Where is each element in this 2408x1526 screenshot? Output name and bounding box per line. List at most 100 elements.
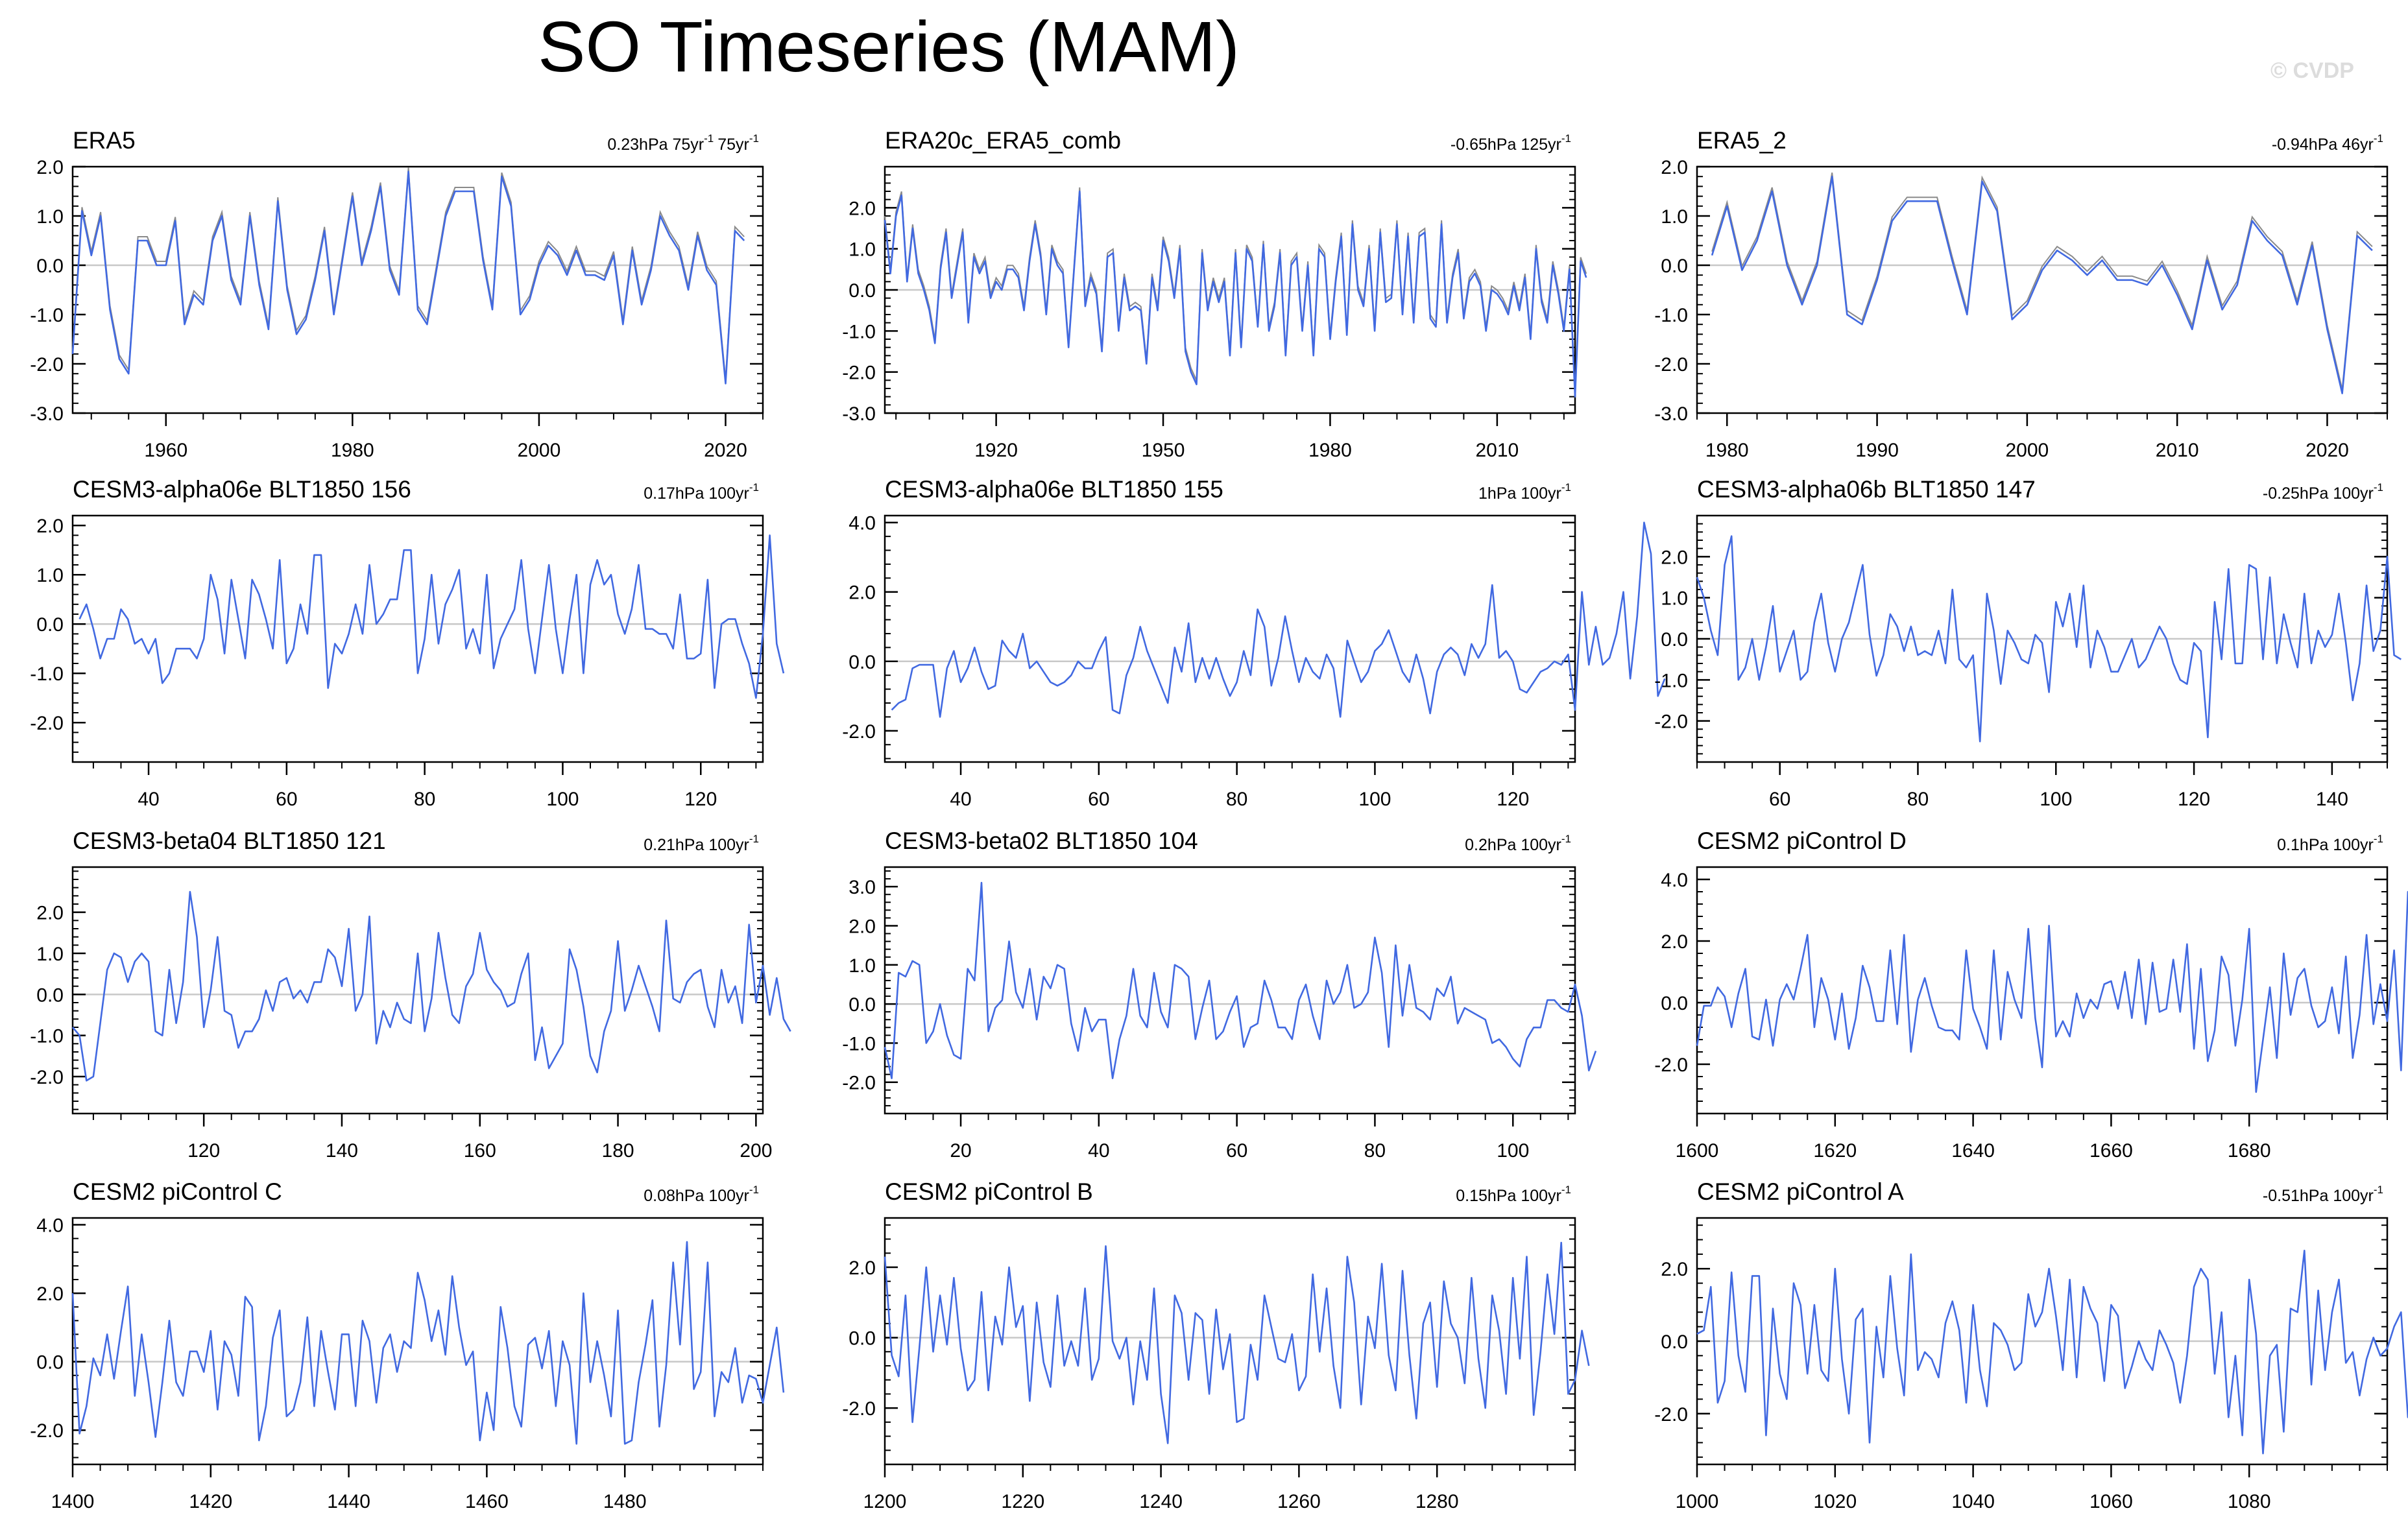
x-tick-label: 100 — [1358, 789, 1391, 810]
y-tick-label: -2.0 — [842, 1398, 876, 1420]
y-tick-label: -2.0 — [842, 1073, 876, 1094]
x-tick-label: 2010 — [1475, 440, 1519, 461]
trend-exponent: -1 — [749, 833, 759, 845]
x-tick-label: 100 — [546, 789, 579, 810]
x-tick-label: 180 — [602, 1140, 634, 1162]
y-tick-label: 0.0 — [36, 256, 64, 277]
trend-exponent: -1 — [749, 1184, 759, 1196]
x-tick-label: 1680 — [2228, 1140, 2271, 1162]
x-tick-label: 80 — [414, 789, 435, 810]
y-tick-label: 2.0 — [1661, 931, 1688, 953]
x-tick-label: 40 — [1088, 1140, 1109, 1162]
x-tick-label: 1000 — [1676, 1491, 1719, 1512]
trend-annotation: -0.65hPa 125yr-1 — [1451, 132, 1571, 154]
y-tick-label: -3.0 — [842, 403, 876, 425]
x-tick-label: 40 — [950, 789, 971, 810]
plot-frame — [71, 514, 764, 763]
x-tick-label: 1420 — [189, 1491, 232, 1512]
y-tick-label: 4.0 — [849, 513, 876, 534]
y-tick-label: -2.0 — [1654, 711, 1688, 733]
series-line-secondary — [884, 187, 1587, 393]
trend-value: -0.25hPa 100yr — [2263, 484, 2374, 503]
trend-value: 0.21hPa 100yr — [644, 836, 749, 854]
y-tick-label: 0.0 — [36, 614, 64, 636]
plot-frame — [71, 1217, 764, 1466]
y-tick-label: -1.0 — [30, 305, 64, 326]
y-tick-label: -2.0 — [842, 721, 876, 743]
y-tick-label: 1.0 — [36, 206, 64, 228]
y-tick-label: 1.0 — [1661, 206, 1688, 228]
x-tick-label: 60 — [1769, 789, 1790, 810]
y-tick-label: 1.0 — [36, 565, 64, 586]
series-line-secondary — [72, 167, 745, 380]
trend-exponent-2: -1 — [749, 132, 759, 145]
series-line — [891, 521, 1666, 718]
y-tick-label: 2.0 — [1661, 1259, 1688, 1280]
series-line — [884, 190, 1587, 398]
trend-value: 0.2hPa 100yr — [1465, 836, 1561, 854]
y-tick-label: -2.0 — [842, 363, 876, 384]
trend-value: -0.51hPa 100yr — [2263, 1187, 2374, 1205]
trend-value: 0.1hPa 100yr — [2277, 836, 2374, 854]
x-tick-label: 20 — [950, 1140, 971, 1162]
x-tick-label: 1440 — [327, 1491, 370, 1512]
x-tick-label: 40 — [138, 789, 159, 810]
y-tick-label: -1.0 — [1654, 670, 1688, 691]
trend-value-2: 75yr — [717, 136, 749, 154]
trend-exponent: -1 — [2374, 1184, 2383, 1196]
panel-5: CESM3-alpha06e BLT1850 155 1hPa 100yr-1 -2… — [842, 476, 1666, 810]
x-tick-label: 140 — [2316, 789, 2348, 810]
x-tick-label: 120 — [2178, 789, 2210, 810]
x-tick-label: 2000 — [518, 440, 561, 461]
trend-exponent: -1 — [2374, 132, 2383, 145]
panel-title: CESM3-alpha06e BLT1850 156 — [73, 476, 411, 503]
y-tick-label: 4.0 — [1661, 870, 1688, 891]
x-tick-label: 1240 — [1139, 1491, 1183, 1512]
plot-frame — [884, 514, 1576, 763]
y-tick-label: 1.0 — [849, 239, 876, 261]
trend-annotation: -0.25hPa 100yr-1 — [2263, 481, 2383, 503]
series-line — [71, 1241, 785, 1445]
trend-exponent: -1 — [1561, 833, 1571, 845]
panel-title: CESM3-beta04 BLT1850 121 — [73, 828, 386, 854]
y-tick-label: 2.0 — [36, 157, 64, 178]
y-tick-label: 0.0 — [1661, 629, 1688, 650]
y-tick-label: -2.0 — [30, 1420, 64, 1442]
y-tick-label: 0.0 — [849, 280, 876, 302]
x-tick-label: 120 — [1497, 789, 1529, 810]
panel-title: ERA20c_ERA5_comb — [885, 127, 1121, 154]
trend-exponent: -1 — [1561, 1184, 1571, 1196]
series-line — [1696, 890, 2408, 1093]
series-line — [72, 890, 791, 1082]
x-tick-label: 1060 — [2089, 1491, 2133, 1512]
series-line — [71, 171, 745, 385]
plot-frame — [1696, 165, 2389, 414]
x-tick-label: 60 — [1226, 1140, 1247, 1162]
y-tick-label: -2.0 — [30, 1067, 64, 1088]
x-tick-label: 1600 — [1676, 1140, 1719, 1162]
trend-annotation: 0.23hPa 75yr-1 75yr-1 — [607, 132, 759, 154]
trend-value: 0.17hPa 100yr — [644, 484, 749, 503]
trend-annotation: 0.08hPa 100yr-1 — [644, 1184, 759, 1205]
panel-title: ERA5 — [73, 127, 136, 154]
y-tick-label: 2.0 — [849, 198, 876, 219]
y-tick-label: 0.0 — [849, 652, 876, 673]
trend-annotation: -0.94hPa 46yr-1 — [2272, 132, 2383, 154]
y-tick-label: 0.0 — [36, 984, 64, 1006]
plot-frame — [884, 866, 1576, 1115]
x-tick-label: 1990 — [1855, 440, 1899, 461]
page-title: SO Timeseries (MAM) — [538, 7, 1240, 87]
x-tick-label: 2000 — [2005, 440, 2049, 461]
x-tick-label: 1020 — [1813, 1491, 1857, 1512]
x-tick-label: 1480 — [603, 1491, 647, 1512]
x-tick-label: 80 — [1907, 789, 1929, 810]
y-tick-label: 0.0 — [1661, 1331, 1688, 1353]
x-tick-label: 1220 — [1001, 1491, 1044, 1512]
y-tick-label: -3.0 — [1654, 403, 1688, 425]
panel-title: ERA5_2 — [1697, 127, 1787, 154]
y-tick-label: 0.0 — [1661, 993, 1688, 1014]
x-tick-label: 1950 — [1142, 440, 1185, 461]
y-tick-label: 4.0 — [36, 1215, 64, 1237]
y-tick-label: -2.0 — [1654, 354, 1688, 376]
x-tick-label: 1400 — [51, 1491, 95, 1512]
